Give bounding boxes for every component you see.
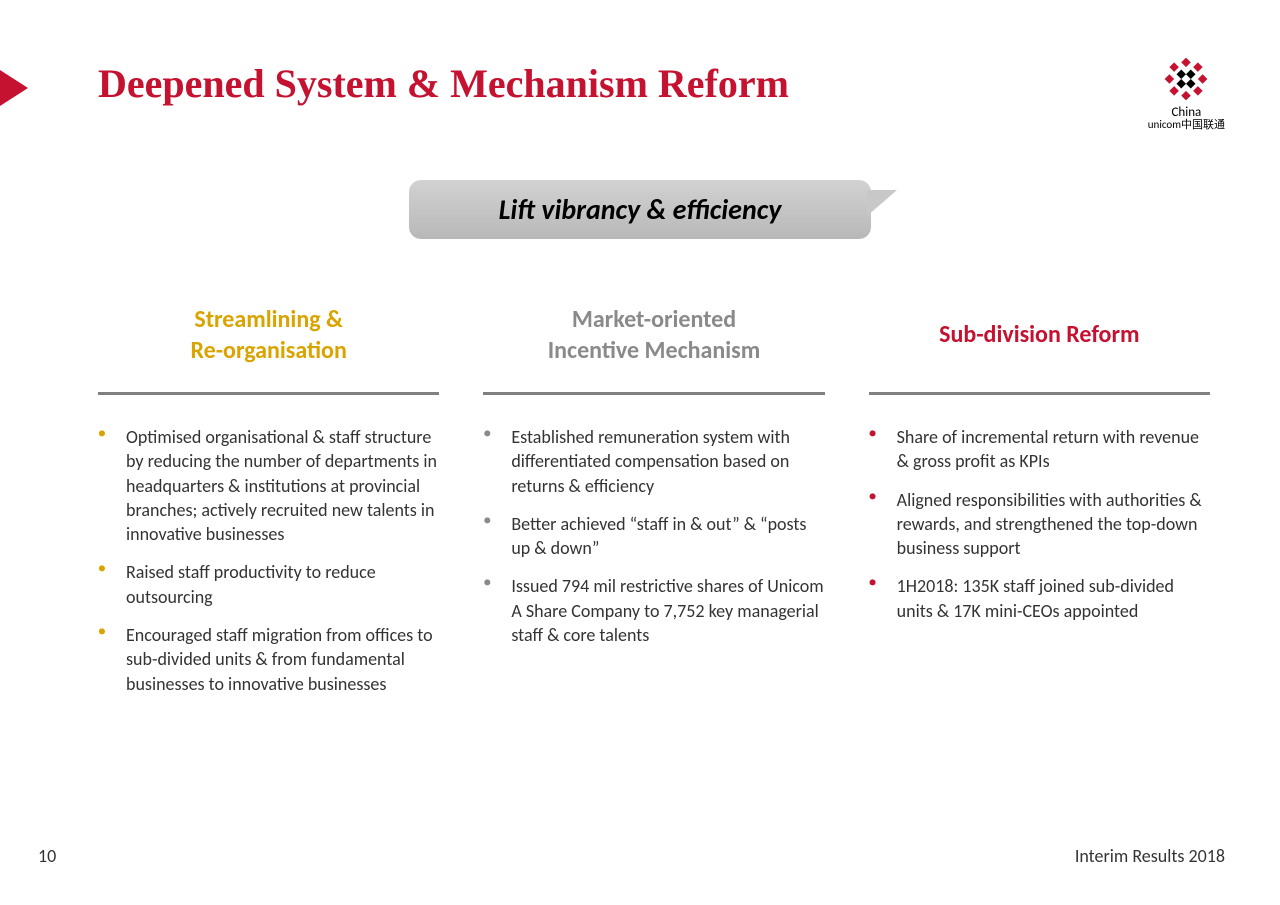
column-heading: Market-orientedIncentive Mechanism bbox=[483, 300, 824, 370]
banner-text: Lift vibrancy & efficiency bbox=[499, 192, 782, 227]
bullet-list: Optimised organisational & staff structu… bbox=[98, 425, 439, 696]
bullet-item: 1H2018: 135K staff joined sub-divided un… bbox=[869, 574, 1210, 623]
column-rule bbox=[869, 392, 1210, 395]
bullet-item: Optimised organisational & staff structu… bbox=[98, 425, 439, 546]
column-rule bbox=[98, 392, 439, 395]
column-heading: Streamlining &Re-organisation bbox=[98, 300, 439, 370]
accent-wedge bbox=[0, 70, 28, 106]
bullet-item: Aligned responsibilities with authoritie… bbox=[869, 488, 1210, 561]
column: Sub-division Reform Share of incremental … bbox=[869, 300, 1210, 710]
banner-container: Lift vibrancy & efficiency bbox=[0, 180, 1280, 239]
bullet-item: Issued 794 mil restrictive shares of Uni… bbox=[483, 574, 824, 647]
column: Streamlining &Re-organisation Optimised o… bbox=[98, 300, 439, 710]
columns-container: Streamlining &Re-organisation Optimised o… bbox=[98, 300, 1210, 710]
column-rule bbox=[483, 392, 824, 395]
bullet-item: Encouraged staff migration from offices … bbox=[98, 623, 439, 696]
footer-text: Interim Results 2018 bbox=[1075, 845, 1225, 867]
bullet-item: Better achieved “staff in & out” & “post… bbox=[483, 512, 824, 561]
bullet-item: Raised staff productivity to reduce outs… bbox=[98, 560, 439, 609]
bullet-list: Established remuneration system with dif… bbox=[483, 425, 824, 647]
bullet-item: Established remuneration system with dif… bbox=[483, 425, 824, 498]
banner: Lift vibrancy & efficiency bbox=[409, 180, 872, 239]
column-heading: Sub-division Reform bbox=[869, 300, 1210, 370]
bullet-list: Share of incremental return with revenue… bbox=[869, 425, 1210, 623]
slide-title: Deepened System & Mechanism Reform bbox=[98, 60, 789, 107]
logo-knot-icon bbox=[1160, 58, 1212, 100]
bullet-item: Share of incremental return with revenue… bbox=[869, 425, 1210, 474]
company-logo: China unicom中国联通 bbox=[1148, 58, 1225, 130]
page-number: 10 bbox=[38, 845, 56, 867]
logo-brand-bottom: unicom中国联通 bbox=[1148, 119, 1225, 130]
banner-tail-icon bbox=[867, 190, 897, 216]
column: Market-orientedIncentive Mechanism Establ… bbox=[483, 300, 824, 710]
